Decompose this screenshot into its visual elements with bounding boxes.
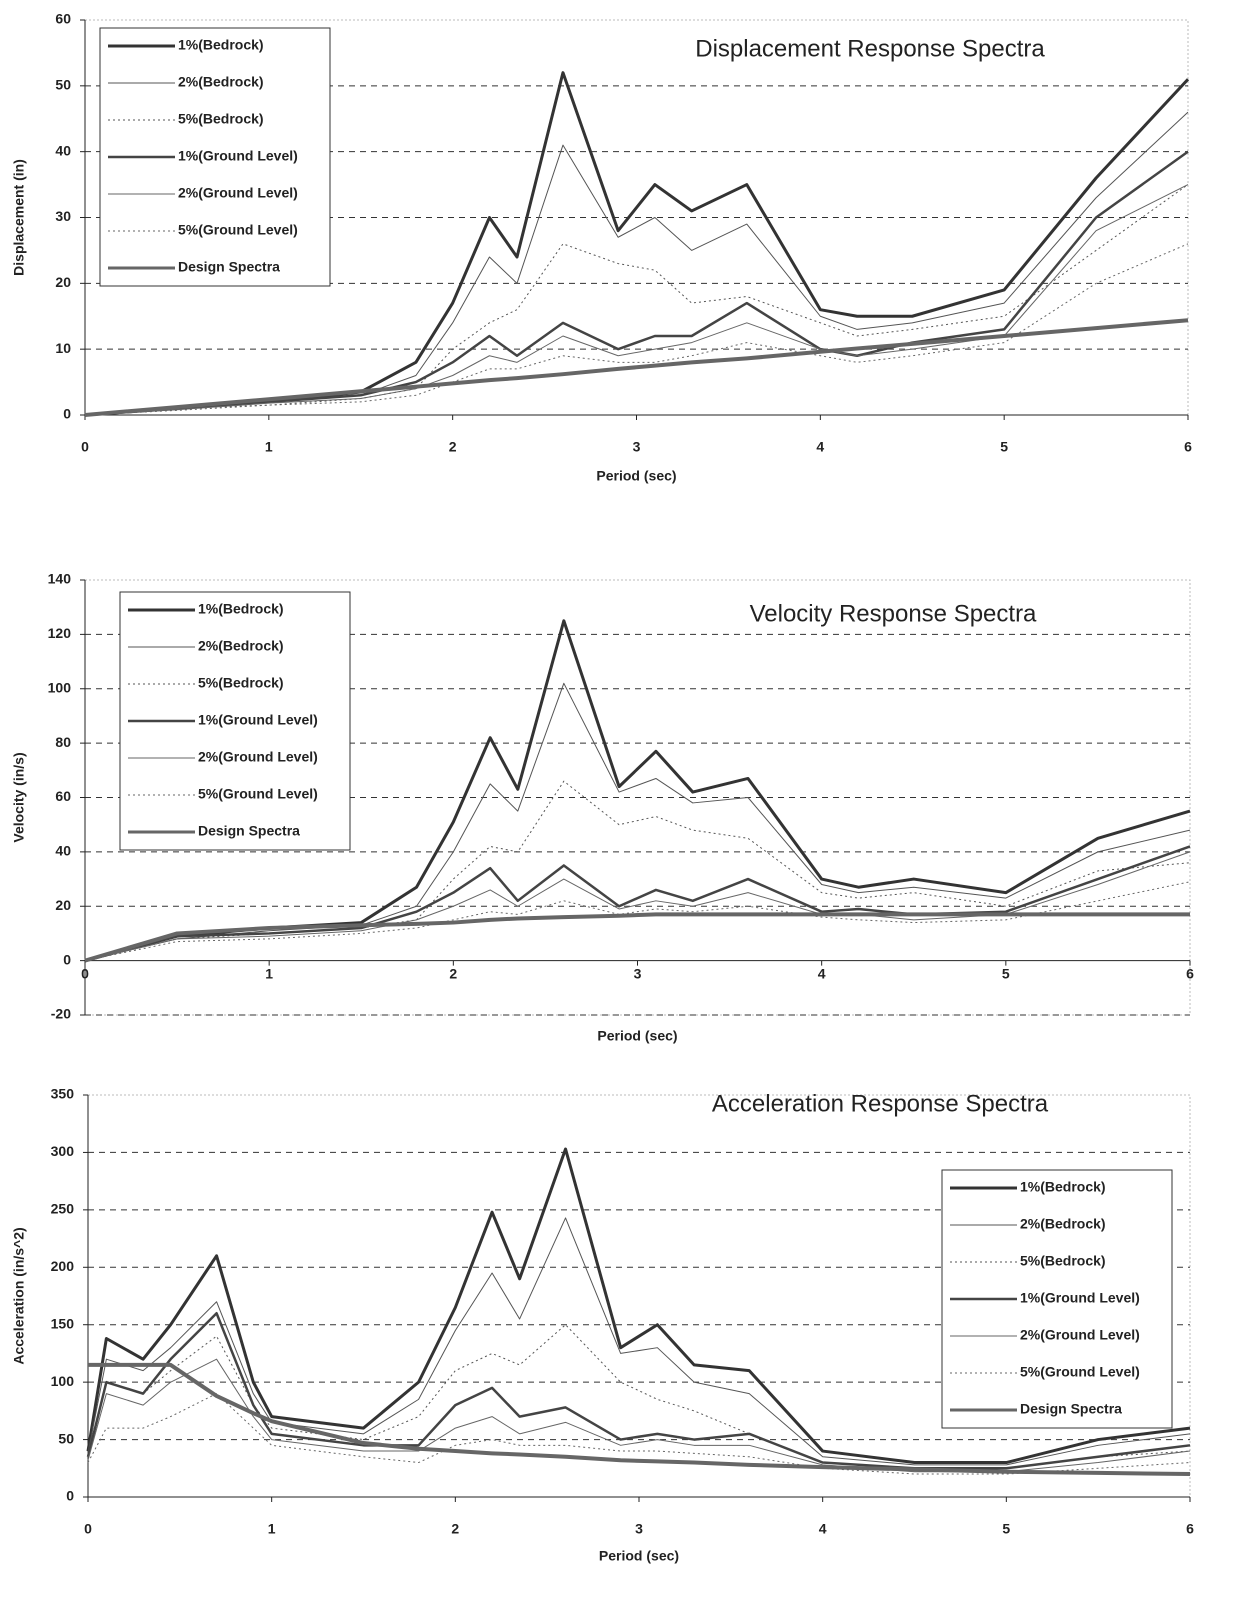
- legend-label: 1%(Ground Level): [178, 148, 298, 164]
- y-tick-label: 0: [63, 951, 71, 967]
- legend-label: Design Spectra: [1020, 1401, 1122, 1417]
- x-tick-label: 1: [265, 439, 273, 455]
- legend-label: 1%(Bedrock): [178, 37, 264, 53]
- legend-label: 5%(Ground Level): [178, 222, 298, 238]
- legend-label: 2%(Ground Level): [178, 185, 298, 201]
- y-tick-label: 60: [55, 11, 71, 27]
- series-line: [84, 912, 1190, 963]
- x-tick-label: 0: [84, 1521, 92, 1537]
- legend-label: 1%(Ground Level): [198, 712, 318, 728]
- x-axis-label: Period (sec): [596, 468, 676, 484]
- legend-label: 5%(Bedrock): [178, 111, 264, 127]
- series-line: [87, 1217, 1191, 1466]
- y-tick-label: 0: [63, 406, 71, 422]
- x-tick-label: 1: [265, 965, 273, 981]
- x-tick-label: 5: [1002, 965, 1010, 981]
- series-line: [87, 1393, 1191, 1475]
- y-tick-label: 350: [51, 1086, 75, 1102]
- y-tick-label: -20: [51, 1006, 71, 1022]
- legend-label: 2%(Bedrock): [1020, 1216, 1106, 1232]
- x-tick-label: 1: [268, 1521, 276, 1537]
- legend-label: Design Spectra: [198, 823, 300, 839]
- chart-title: Displacement Response Spectra: [695, 35, 1045, 62]
- series-line: [84, 851, 1191, 962]
- legend-label: 5%(Bedrock): [1020, 1253, 1106, 1269]
- legend-label: 2%(Ground Level): [1020, 1327, 1140, 1343]
- y-axis-label: Acceleration (in/s^2): [11, 1227, 27, 1364]
- y-tick-label: 200: [51, 1258, 75, 1274]
- y-tick-label: 40: [55, 142, 71, 158]
- y-tick-label: 60: [55, 788, 71, 804]
- y-axis-label: Displacement (in): [11, 159, 27, 276]
- x-tick-label: 4: [816, 439, 824, 455]
- series-line: [84, 845, 1191, 962]
- y-tick-label: 100: [48, 679, 72, 695]
- y-tick-label: 50: [58, 1430, 74, 1446]
- y-tick-label: 20: [55, 897, 71, 913]
- x-tick-label: 6: [1186, 1521, 1194, 1537]
- legend-label: 1%(Ground Level): [1020, 1290, 1140, 1306]
- legend-label: 2%(Bedrock): [178, 74, 264, 90]
- x-tick-label: 2: [451, 1521, 459, 1537]
- y-tick-label: 80: [55, 734, 71, 750]
- legend-label: 2%(Bedrock): [198, 638, 284, 654]
- y-tick-label: 140: [48, 571, 72, 587]
- y-axis-label: Velocity (in/s): [11, 752, 27, 842]
- legend-label: 5%(Ground Level): [198, 786, 318, 802]
- legend-label: 1%(Bedrock): [1020, 1179, 1106, 1195]
- x-tick-label: 3: [633, 439, 641, 455]
- x-tick-label: 5: [1000, 439, 1008, 455]
- x-axis-label: Period (sec): [599, 1548, 679, 1564]
- y-tick-label: 20: [55, 274, 71, 290]
- x-tick-label: 2: [449, 439, 457, 455]
- legend-label: Design Spectra: [178, 259, 280, 275]
- series-line: [84, 184, 1189, 416]
- x-axis-label: Period (sec): [597, 1028, 677, 1044]
- y-tick-label: 120: [48, 625, 72, 641]
- chart-title: Acceleration Response Spectra: [712, 1090, 1049, 1117]
- x-tick-label: 3: [634, 965, 642, 981]
- y-tick-label: 0: [66, 1488, 74, 1504]
- y-tick-label: 50: [55, 77, 71, 93]
- x-tick-label: 0: [81, 439, 89, 455]
- x-tick-label: 4: [818, 965, 826, 981]
- y-tick-label: 40: [55, 843, 71, 859]
- legend-label: 5%(Ground Level): [1020, 1364, 1140, 1380]
- series-line: [84, 318, 1189, 417]
- y-tick-label: 300: [51, 1143, 75, 1159]
- y-tick-label: 150: [51, 1315, 75, 1331]
- legend-label: 2%(Ground Level): [198, 749, 318, 765]
- series-line: [84, 619, 1191, 963]
- chart-title: Velocity Response Spectra: [750, 600, 1037, 627]
- x-tick-label: 3: [635, 1521, 643, 1537]
- x-tick-label: 6: [1184, 439, 1192, 455]
- x-tick-label: 4: [819, 1521, 827, 1537]
- legend-label: 1%(Bedrock): [198, 601, 284, 617]
- y-tick-label: 100: [51, 1373, 75, 1389]
- series-line: [86, 1147, 1191, 1465]
- legend-label: 5%(Bedrock): [198, 675, 284, 691]
- series-line: [84, 243, 1189, 416]
- series-line: [84, 780, 1191, 962]
- x-tick-label: 2: [449, 965, 457, 981]
- y-tick-label: 250: [51, 1201, 75, 1217]
- y-tick-label: 30: [55, 208, 71, 224]
- series-line: [88, 1362, 1191, 1477]
- x-tick-label: 5: [1002, 1521, 1010, 1537]
- x-tick-label: 6: [1186, 965, 1194, 981]
- series-line: [86, 1311, 1191, 1470]
- series-line: [84, 881, 1191, 962]
- y-tick-label: 10: [55, 340, 71, 356]
